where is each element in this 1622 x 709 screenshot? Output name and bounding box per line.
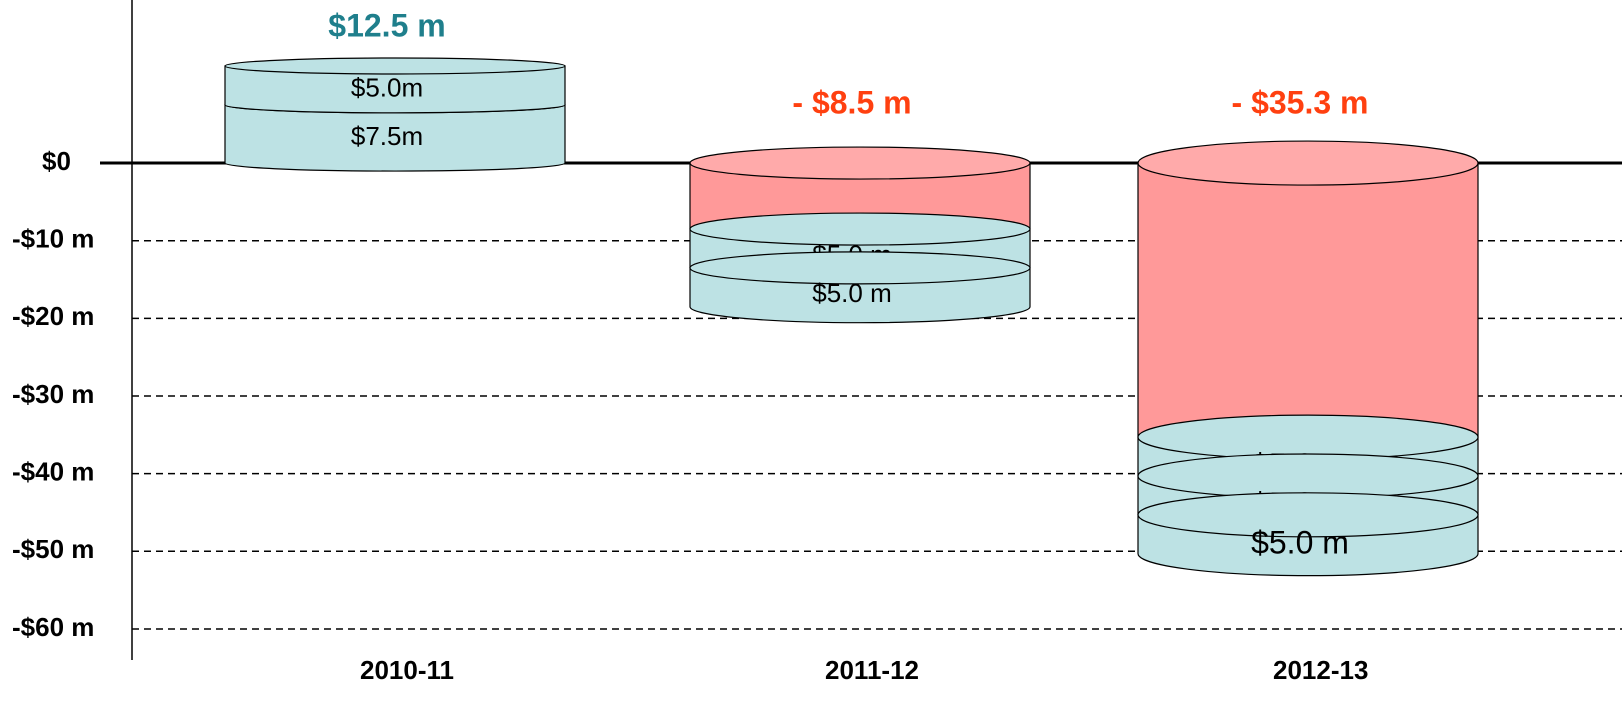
value-label: $5.0m bbox=[351, 72, 423, 102]
value-label: - $35.3 m bbox=[1232, 85, 1369, 121]
cylinder-body bbox=[224, 65, 566, 114]
y-tick-label: -$40 m bbox=[12, 457, 94, 487]
cylinder-top bbox=[224, 57, 566, 75]
y-tick-label: -$30 m bbox=[12, 379, 94, 409]
y-tick-label: -$50 m bbox=[12, 534, 94, 564]
y-tick-label: -$20 m bbox=[12, 301, 94, 331]
y-tick-label: -$60 m bbox=[12, 612, 94, 642]
value-label: - $8.5 m bbox=[792, 85, 911, 121]
x-tick-label: 2010-11 bbox=[360, 655, 454, 685]
cylinder-top bbox=[1137, 140, 1479, 186]
value-label: $7.5m bbox=[351, 121, 423, 151]
cylinder-top bbox=[689, 251, 1031, 285]
y-tick-label: $0 bbox=[42, 146, 71, 176]
cylinder-body bbox=[224, 104, 566, 172]
cylinder-top bbox=[689, 146, 1031, 180]
x-tick-label: 2011-12 bbox=[825, 655, 919, 685]
value-label: $5.0 m bbox=[812, 278, 892, 308]
cylinder-top bbox=[1137, 492, 1479, 538]
total-label: $12.5 m bbox=[328, 7, 445, 43]
cylinder-top bbox=[689, 212, 1031, 246]
value-label: $5.0 m bbox=[1251, 525, 1349, 561]
x-tick-label: 2012-13 bbox=[1273, 655, 1368, 685]
y-tick-label: -$10 m bbox=[12, 224, 94, 254]
